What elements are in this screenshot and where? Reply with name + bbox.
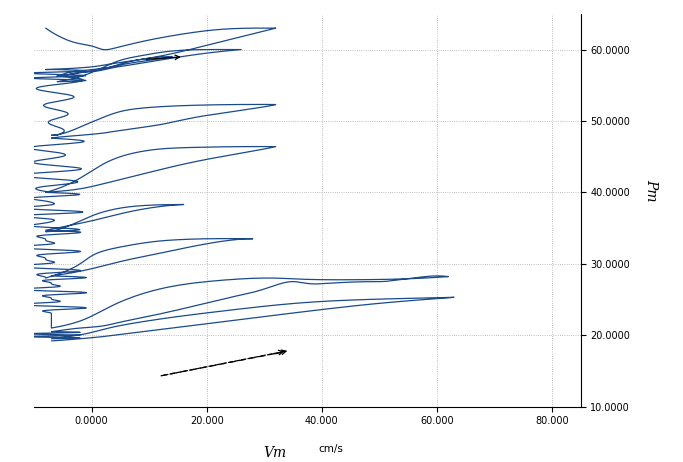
Text: Pm: Pm <box>645 179 658 202</box>
Text: cm/s: cm/s <box>318 444 343 454</box>
Text: Vm: Vm <box>263 446 286 460</box>
